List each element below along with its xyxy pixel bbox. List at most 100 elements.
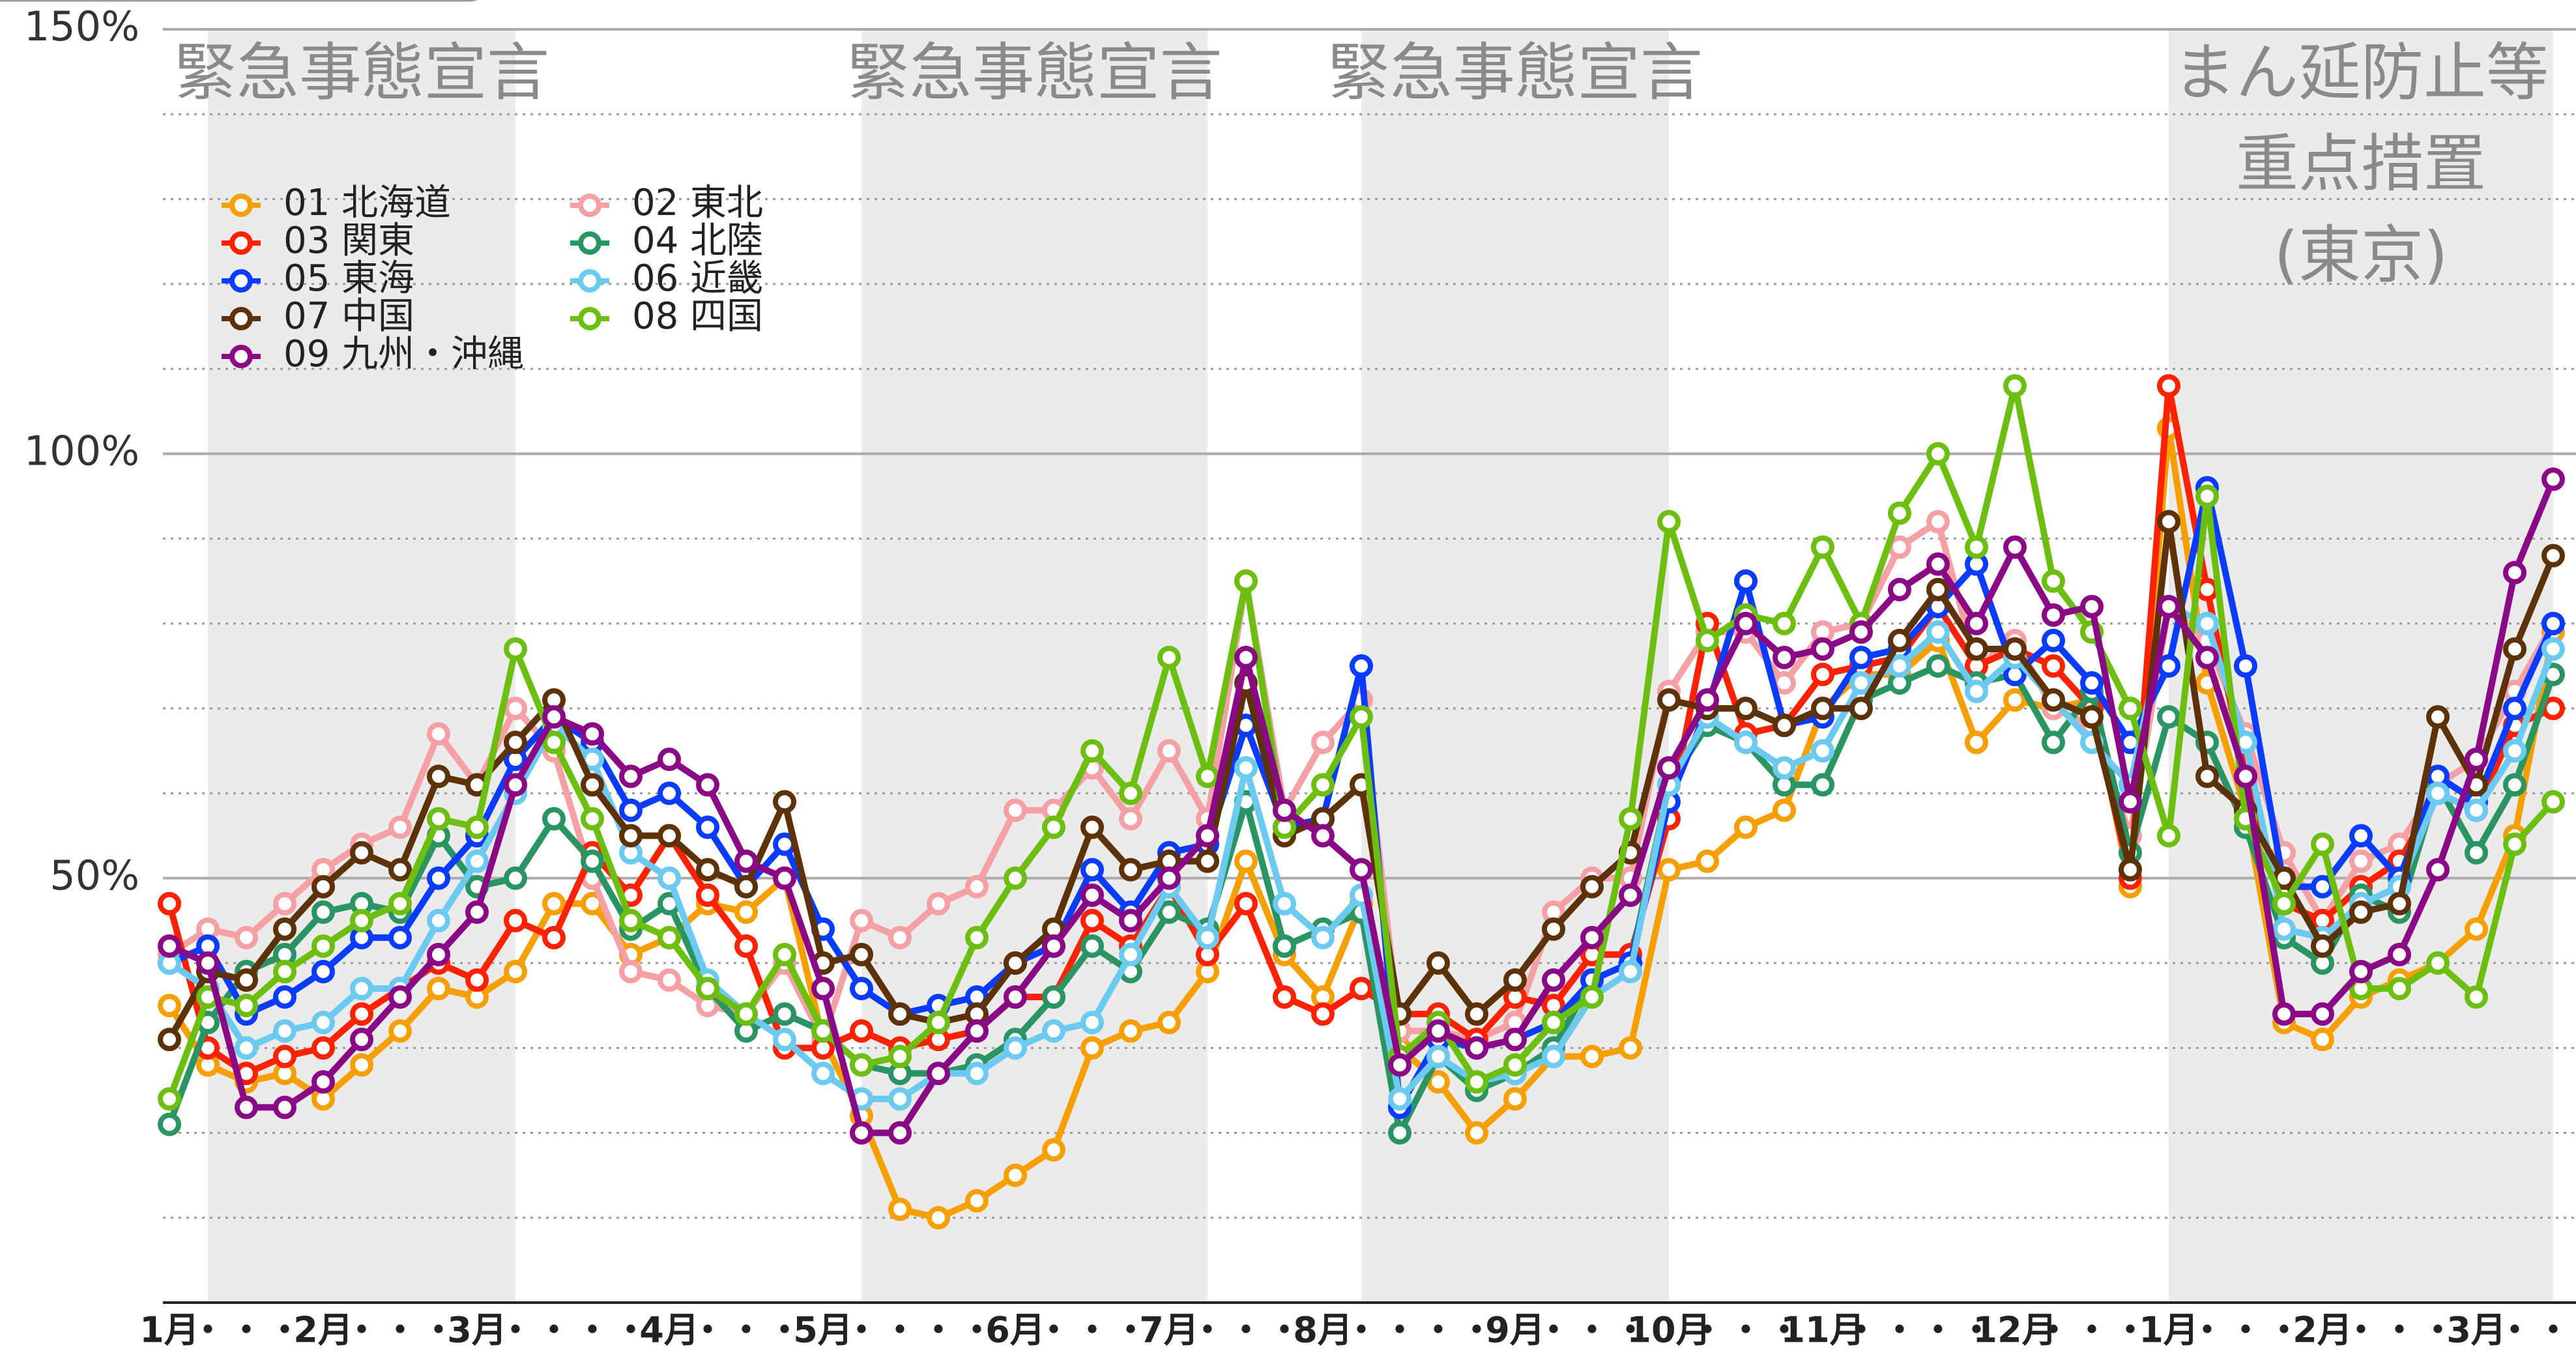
x-tick-label: ・ [1613,1310,1648,1351]
data-point [427,807,450,831]
data-point [1696,849,1719,873]
data-point [1657,688,1681,712]
x-tick-label: ・ [959,1310,994,1351]
data-point [1273,934,1296,958]
data-point [235,1095,258,1120]
data-point [1080,815,1104,839]
data-point [235,1036,258,1060]
legend-marker [229,345,253,368]
data-point [965,925,989,949]
y-tick-label: 150% [24,3,139,50]
data-point [1773,645,1796,669]
data-point [2080,671,2104,695]
data-point [1773,611,1796,635]
data-point [158,1112,181,1136]
x-tick-label: ・ [1920,1310,1956,1351]
data-point [1849,645,1873,669]
data-point [350,841,373,865]
x-tick-label: ・ [267,1310,302,1351]
data-point [388,1019,412,1043]
x-tick-label: ・ [2190,1310,2225,1351]
data-point [1388,1121,1411,1145]
data-point [1542,1045,1565,1069]
band-label: 重点措置 [2236,127,2486,200]
x-tick-label: ・ [2074,1310,2109,1351]
legend-marker [578,307,601,330]
data-point [1042,1138,1065,1162]
data-point [696,883,719,907]
data-point [734,849,758,873]
data-point [1080,934,1104,958]
x-tick-label: ・ [767,1310,802,1351]
data-point [1619,959,1642,983]
data-point [2541,637,2565,661]
data-point [1465,1121,1488,1145]
data-point [1119,1019,1142,1043]
data-point [1311,773,1335,797]
data-point [2119,697,2142,721]
x-tick-label: ・ [421,1310,456,1351]
data-point [1157,900,1181,924]
data-point [1734,697,1758,721]
x-tick-label: ・ [2420,1310,2455,1351]
data-point [311,874,335,899]
data-point [1734,815,1758,839]
data-point [1196,824,1219,848]
data-point [1542,1011,1565,1035]
x-tick-label: 9月 [1485,1310,1545,1351]
data-point [773,942,796,966]
data-point [2541,790,2565,814]
data-point [1350,977,1373,1001]
data-point [2426,705,2450,729]
x-tick-label: 2月 [2293,1310,2352,1351]
data-point [1426,1070,1450,1094]
data-point [1849,697,1873,721]
data-point [196,951,220,975]
data-point [2541,611,2565,635]
data-point [850,942,873,966]
x-tick-label: ・ [383,1310,418,1351]
x-tick-label: ・ [1421,1310,1456,1351]
data-point [2042,730,2065,755]
legend-marker [578,231,601,255]
data-point [1234,849,1258,873]
data-point [504,637,527,661]
data-point [311,959,335,983]
data-point [2503,697,2526,721]
declaration-band [861,29,1208,1303]
data-point [1926,577,1950,601]
x-tick-label: ・ [1113,1310,1148,1351]
data-point [1811,535,1834,559]
data-point [1311,824,1335,848]
data-point [427,722,450,746]
data-point [1465,1036,1488,1060]
data-point [1080,1011,1104,1035]
data-point [2042,603,2065,627]
x-tick-label: ・ [1190,1310,1225,1351]
data-point [1580,874,1604,899]
legend-marker [229,231,253,255]
data-point [1080,739,1104,763]
data-point [1542,917,1565,941]
x-tick-label: ・ [536,1310,572,1351]
data-point [965,1189,989,1213]
x-tick-label: ・ [498,1310,533,1351]
data-point [1926,510,1950,534]
x-tick-label: ・ [1767,1310,1802,1351]
legend-marker [229,194,253,217]
data-point [2272,1002,2296,1026]
data-point [1657,756,1681,780]
data-point [2234,654,2257,678]
x-tick-label: ・ [1075,1310,1110,1351]
data-point [388,858,412,882]
data-point [1811,739,1834,763]
x-tick-label: ・ [344,1310,379,1351]
data-point [427,908,450,932]
data-point [2426,951,2450,975]
legend-label: 05 東海 [283,257,414,300]
data-point [1273,985,1296,1009]
data-point [2195,611,2219,635]
declaration-band [2169,29,2553,1303]
x-tick-label: ・ [921,1310,956,1351]
data-point [1426,1045,1450,1069]
